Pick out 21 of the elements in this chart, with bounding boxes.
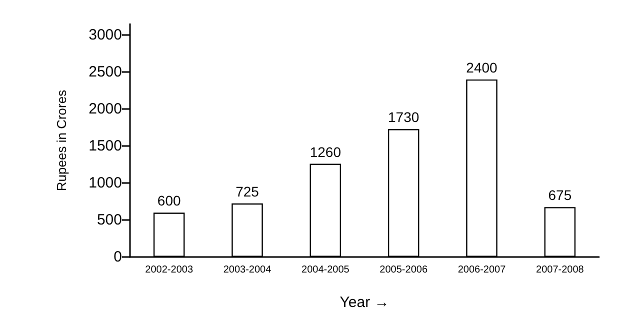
data-label: 1730 bbox=[388, 109, 420, 126]
y-tick-label: 1500 bbox=[88, 138, 122, 155]
y-tick-label: 1000 bbox=[88, 174, 122, 192]
y-tick-label: 2000 bbox=[88, 100, 122, 118]
data-label: 1260 bbox=[310, 144, 342, 160]
y-axis-title: Rupees in Crores bbox=[54, 89, 69, 192]
x-tick-label: 2005-2006 bbox=[380, 264, 428, 276]
x-tick-label: 2004-2005 bbox=[302, 264, 350, 276]
y-tick-label: 0 bbox=[114, 248, 122, 266]
x-tick-label: 2007-2008 bbox=[536, 264, 584, 276]
x-tick-label: 2003-2004 bbox=[223, 264, 272, 276]
y-tick-label: 3000 bbox=[88, 26, 122, 44]
x-tick-label: 2006-2007 bbox=[458, 264, 506, 276]
x-axis-title: Year → bbox=[340, 294, 390, 311]
data-label: 675 bbox=[548, 187, 572, 204]
data-label: 725 bbox=[236, 183, 260, 200]
x-tick-label: 2002-2003 bbox=[145, 264, 194, 276]
data-label: 600 bbox=[157, 192, 181, 209]
y-tick-label: 2500 bbox=[88, 64, 122, 81]
y-tick-label: 500 bbox=[96, 212, 122, 229]
data-label: 2400 bbox=[466, 59, 498, 76]
